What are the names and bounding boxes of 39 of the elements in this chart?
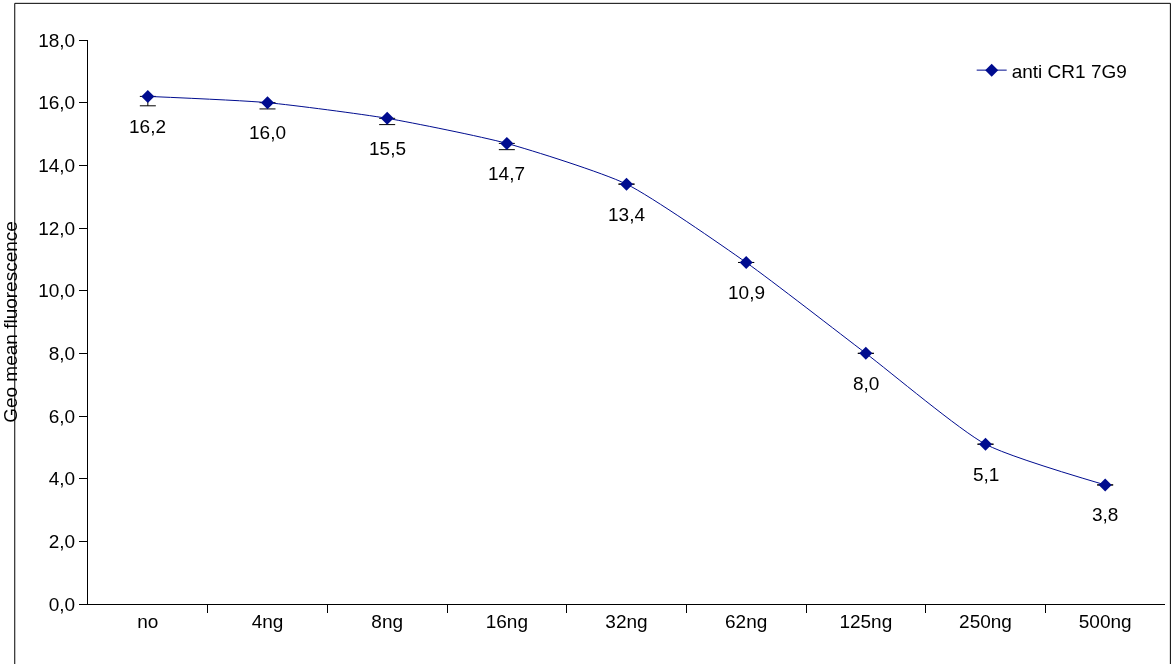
- data-label: 16,0: [249, 122, 286, 143]
- x-tick-label: 16ng: [485, 610, 528, 632]
- y-tick-label: 0,0: [48, 593, 76, 615]
- data-label: 15,5: [369, 138, 406, 159]
- y-tick-label: 10,0: [38, 280, 76, 302]
- legend-label: anti CR1 7G9: [1011, 60, 1127, 82]
- point: [500, 136, 514, 150]
- y-tick-label: 12,0: [38, 217, 76, 239]
- data-label: 3,8: [1092, 504, 1119, 525]
- point: [1098, 478, 1112, 492]
- y-tick-label: 18,0: [38, 29, 76, 51]
- x-tick-label: no: [137, 610, 159, 632]
- point: [739, 255, 753, 269]
- y-tick-label: 2,0: [48, 530, 76, 552]
- data-label: 13,4: [608, 204, 646, 225]
- y-tick-label: 14,0: [38, 154, 76, 176]
- x-tick-label: 32ng: [605, 610, 648, 632]
- x-tick-label: 8ng: [371, 610, 404, 632]
- x-tick-label: 4ng: [251, 610, 284, 632]
- point: [141, 89, 155, 103]
- y-axis-title: Geo mean fluorescence: [0, 221, 22, 423]
- data-label: 14,7: [488, 163, 525, 184]
- x-tick-label: 125ng: [839, 610, 893, 632]
- data-label: 10,9: [728, 282, 765, 303]
- data-label: 5,1: [973, 464, 1000, 485]
- x-tick-label: 500ng: [1078, 610, 1132, 632]
- y-tick-label: 8,0: [48, 342, 76, 364]
- y-tick-label: 4,0: [48, 468, 76, 490]
- y-tick-label: 16,0: [38, 92, 76, 114]
- x-tick-label: 250ng: [959, 610, 1012, 632]
- point: [620, 177, 633, 191]
- point: [859, 346, 873, 360]
- point: [979, 437, 992, 451]
- data-label: 16,2: [129, 116, 166, 137]
- point: [380, 111, 394, 125]
- y-tick-label: 6,0: [48, 405, 76, 427]
- x-tick-label: 62ng: [725, 610, 768, 632]
- point: [261, 96, 274, 110]
- data-label: 8,0: [853, 373, 880, 394]
